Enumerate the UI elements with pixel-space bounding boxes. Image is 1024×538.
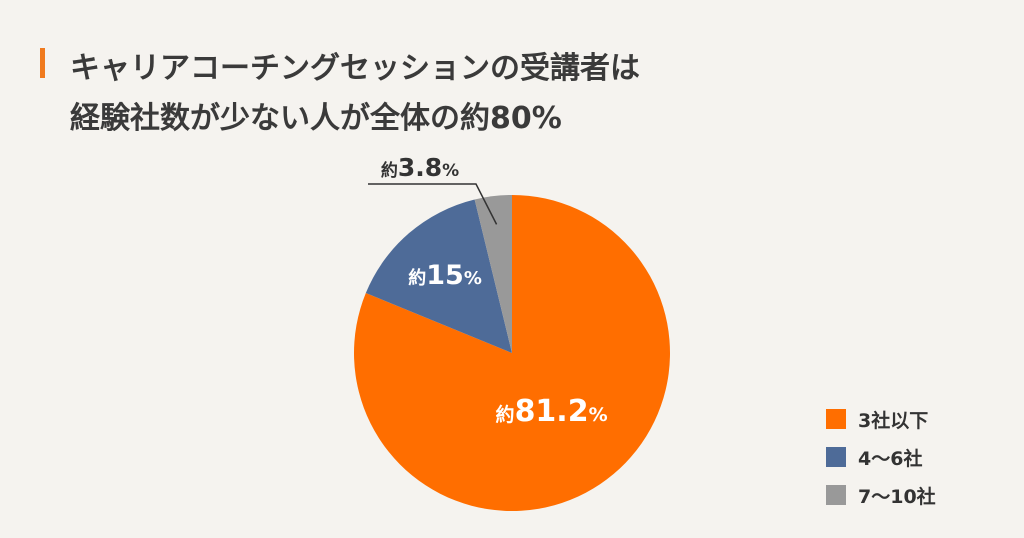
legend: 3社以下 4〜6社 7〜10社 [826,408,936,522]
pie-slice-1 [354,195,671,511]
title-line-1: キャリアコーチングセッションの受講者は [70,51,640,86]
legend-item-7-to-10: 7〜10社 [826,484,936,508]
legend-label: 4〜6社 [858,447,923,470]
pie-slice-3 [474,195,512,353]
title-line-2: 経験社数が少ない人が全体の約80% [70,101,562,136]
data-label-2: 約15% [408,260,482,291]
pie-slice-2 [365,199,512,353]
legend-swatch [826,485,846,505]
legend-swatch [826,409,846,429]
legend-item-4-to-6: 4〜6社 [826,446,936,470]
data-label-3: 約3.8% [381,153,459,182]
legend-item-3-or-fewer: 3社以下 [826,408,936,432]
title-accent-bar [40,48,45,78]
leader-line [368,183,498,225]
data-label-1: 約81.2% [496,394,608,429]
legend-label: 7〜10社 [858,485,936,508]
chart-title: キャリアコーチングセッションの受講者は 経験社数が少ない人が全体の約80% [40,44,940,144]
legend-label: 3社以下 [858,409,929,432]
legend-swatch [826,447,846,467]
